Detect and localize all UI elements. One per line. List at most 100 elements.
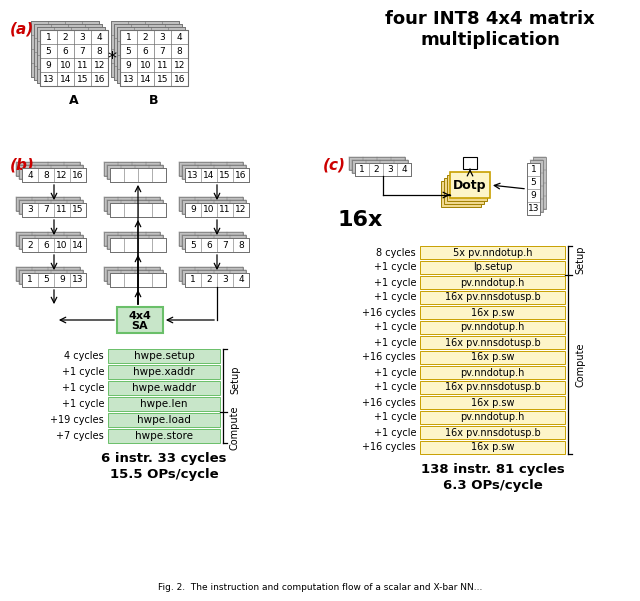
- Text: 13: 13: [123, 75, 134, 84]
- Text: 1: 1: [27, 275, 33, 284]
- Text: 7: 7: [79, 46, 85, 55]
- Text: *: *: [108, 50, 116, 68]
- Text: 4: 4: [401, 165, 407, 174]
- Text: Fig. 2.  The instruction and computation flow of a scalar and X-bar NN...: Fig. 2. The instruction and computation …: [158, 583, 482, 592]
- Bar: [420, 321, 565, 334]
- Text: Setup: Setup: [575, 246, 585, 274]
- Bar: [19, 235, 83, 249]
- Text: +1 cycle: +1 cycle: [374, 263, 416, 272]
- Text: +1 cycle: +1 cycle: [374, 427, 416, 438]
- Text: 13: 13: [188, 171, 199, 180]
- Bar: [22, 238, 86, 252]
- Text: 6: 6: [206, 240, 212, 249]
- Text: 5: 5: [125, 46, 131, 55]
- Text: 4x4: 4x4: [129, 311, 152, 321]
- Text: 9: 9: [59, 275, 65, 284]
- Text: +1 cycle: +1 cycle: [374, 382, 416, 392]
- Text: 138 instr. 81 cycles: 138 instr. 81 cycles: [420, 463, 564, 476]
- Text: 1: 1: [125, 32, 131, 41]
- Text: 16x pv.nnsdotusp.b: 16x pv.nnsdotusp.b: [445, 427, 540, 438]
- Text: Compute: Compute: [230, 406, 240, 450]
- Text: 3: 3: [222, 275, 228, 284]
- Text: 9: 9: [125, 61, 131, 70]
- Bar: [110, 168, 166, 182]
- Bar: [22, 168, 86, 182]
- Text: pv.nndotup.h: pv.nndotup.h: [460, 367, 525, 377]
- Bar: [16, 267, 80, 281]
- Text: +1 cycle: +1 cycle: [374, 293, 416, 302]
- Bar: [179, 232, 243, 246]
- Bar: [37, 27, 105, 83]
- Bar: [104, 162, 160, 176]
- Bar: [108, 397, 220, 411]
- Bar: [185, 273, 249, 287]
- Text: 16x p.sw: 16x p.sw: [471, 442, 515, 453]
- Text: four INT8 4x4 matrix
multiplication: four INT8 4x4 matrix multiplication: [385, 10, 595, 49]
- Text: +1 cycle: +1 cycle: [374, 323, 416, 332]
- Text: 6: 6: [63, 46, 68, 55]
- Text: +16 cycles: +16 cycles: [362, 308, 416, 317]
- Text: 3: 3: [79, 32, 85, 41]
- Text: 4: 4: [97, 32, 102, 41]
- Bar: [420, 276, 565, 289]
- Text: 15: 15: [157, 75, 168, 84]
- Bar: [420, 426, 565, 439]
- Text: hwpe.setup: hwpe.setup: [134, 351, 195, 361]
- Bar: [19, 165, 83, 179]
- Text: 12: 12: [94, 61, 105, 70]
- Bar: [117, 27, 185, 83]
- Text: 8 cycles: 8 cycles: [376, 248, 416, 257]
- Bar: [530, 160, 543, 212]
- Bar: [185, 203, 249, 217]
- Bar: [444, 178, 484, 204]
- Text: 9: 9: [190, 206, 196, 215]
- Text: 1: 1: [359, 165, 365, 174]
- Bar: [108, 413, 220, 427]
- Text: 12: 12: [56, 171, 68, 180]
- Text: 3: 3: [159, 32, 165, 41]
- Text: 2: 2: [63, 32, 68, 41]
- Text: 5x pv.nndotup.h: 5x pv.nndotup.h: [452, 248, 532, 257]
- Bar: [120, 30, 188, 86]
- Bar: [22, 203, 86, 217]
- Text: 10: 10: [56, 240, 68, 249]
- Bar: [110, 238, 166, 252]
- Bar: [420, 261, 565, 274]
- Bar: [420, 336, 565, 349]
- Bar: [463, 157, 477, 169]
- Text: +16 cycles: +16 cycles: [362, 397, 416, 407]
- Text: 10: 10: [204, 206, 215, 215]
- Text: 16x pv.nnsdotusp.b: 16x pv.nnsdotusp.b: [445, 293, 540, 302]
- Text: (c): (c): [323, 158, 346, 173]
- Text: 6: 6: [143, 46, 148, 55]
- Text: 2: 2: [206, 275, 212, 284]
- Text: hwpe.len: hwpe.len: [140, 399, 188, 409]
- Bar: [19, 270, 83, 284]
- Bar: [40, 30, 108, 86]
- Text: SA: SA: [132, 321, 148, 331]
- Text: +1 cycle: +1 cycle: [374, 412, 416, 423]
- Bar: [104, 267, 160, 281]
- Text: +16 cycles: +16 cycles: [362, 442, 416, 453]
- Text: 16: 16: [72, 171, 84, 180]
- Text: 4: 4: [27, 171, 33, 180]
- Text: 16x pv.nnsdotusp.b: 16x pv.nnsdotusp.b: [445, 338, 540, 347]
- Bar: [420, 246, 565, 259]
- Text: +1 cycle: +1 cycle: [61, 367, 104, 377]
- Bar: [420, 366, 565, 379]
- Bar: [420, 381, 565, 394]
- Bar: [355, 163, 411, 176]
- Text: 14: 14: [60, 75, 71, 84]
- Bar: [527, 163, 540, 215]
- Text: (b): (b): [10, 158, 35, 173]
- Bar: [441, 181, 481, 207]
- Bar: [107, 200, 163, 214]
- Bar: [107, 165, 163, 179]
- Text: +1 cycle: +1 cycle: [374, 278, 416, 287]
- Bar: [420, 306, 565, 319]
- Text: 13: 13: [43, 75, 54, 84]
- Bar: [107, 235, 163, 249]
- Bar: [179, 267, 243, 281]
- Text: 15.5 OPs/cycle: 15.5 OPs/cycle: [109, 468, 218, 481]
- Text: 16x p.sw: 16x p.sw: [471, 397, 515, 407]
